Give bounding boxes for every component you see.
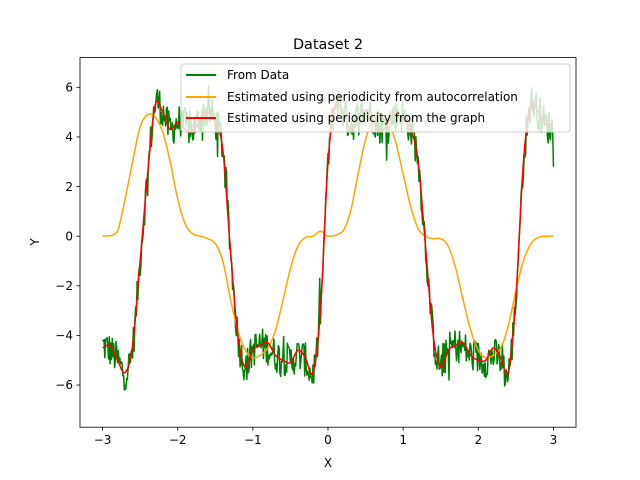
series-line-2 <box>102 100 554 377</box>
x-tick-label: 3 <box>550 433 558 447</box>
y-tick-label: −2 <box>55 279 73 293</box>
x-tick-label: 2 <box>474 433 482 447</box>
legend-box <box>180 63 571 133</box>
legend-label-from-data: From Data <box>227 68 289 82</box>
y-tick-label: 0 <box>65 229 73 243</box>
series-layer <box>101 85 555 391</box>
y-tick-label: −4 <box>55 329 73 343</box>
y-tick-label: 6 <box>65 81 73 95</box>
chart-title: Dataset 2 <box>293 37 363 53</box>
y-axis: −6 −4 −2 0 2 4 6 <box>55 81 80 392</box>
y-axis-label: Y <box>28 238 42 247</box>
y-tick-label: 2 <box>65 180 73 194</box>
x-axis: −3 −2 −1 0 1 2 3 <box>94 427 558 447</box>
x-tick-label: −1 <box>244 433 262 447</box>
x-tick-label: −2 <box>169 433 187 447</box>
y-tick-label: 4 <box>65 130 73 144</box>
x-axis-label: X <box>324 456 332 470</box>
x-tick-label: 0 <box>324 433 332 447</box>
x-tick-label: 1 <box>399 433 407 447</box>
x-tick-label: −3 <box>94 433 112 447</box>
legend-label-autocorrelation: Estimated using periodicity from autocor… <box>227 90 518 104</box>
series-line-1 <box>102 113 554 359</box>
y-tick-label: −6 <box>55 378 73 392</box>
legend-label-graph: Estimated using periodicity from the gra… <box>227 111 485 125</box>
legend: From Data Estimated using periodicity fr… <box>180 63 571 133</box>
